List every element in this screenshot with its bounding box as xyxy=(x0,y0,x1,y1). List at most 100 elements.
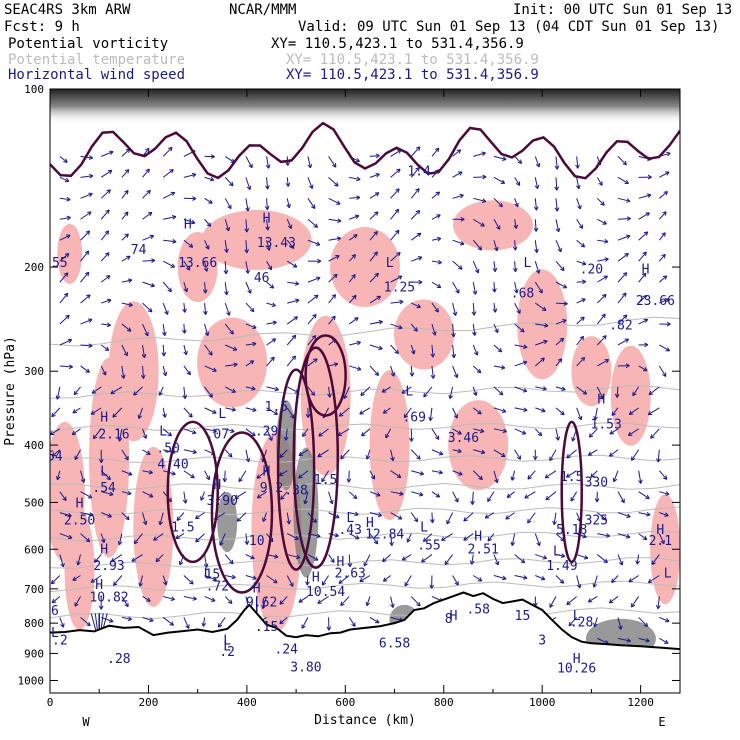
wind-head-42 xyxy=(76,561,81,566)
wind-head-484 xyxy=(494,328,499,334)
wind-head-677 xyxy=(651,560,656,566)
wind-vector-423 xyxy=(423,386,433,398)
wind-head-391 xyxy=(415,166,420,172)
wind-head-233 xyxy=(266,246,271,251)
wind-vector-52 xyxy=(100,275,111,283)
wind-head-395 xyxy=(417,256,423,261)
wind-head-1 xyxy=(64,177,70,183)
wind-vector-30 xyxy=(80,294,91,304)
wind-head-299 xyxy=(334,182,339,187)
wind-vector-609 xyxy=(597,637,609,644)
wind-vector-474 xyxy=(471,554,474,565)
wind-vector-555 xyxy=(544,470,557,479)
x-axis-label: Distance (km) xyxy=(314,713,416,728)
wind-vector-5 xyxy=(59,253,70,262)
contour-label-85: 6.58 xyxy=(379,637,410,652)
wind-head-358 xyxy=(365,455,371,460)
wind-vector-144 xyxy=(183,281,188,292)
contour-label-54: 10 xyxy=(249,534,265,549)
wind-vector-38 xyxy=(80,470,85,483)
wind-head-127 xyxy=(162,413,167,418)
wind-vector-116 xyxy=(162,169,174,178)
wind-head-545 xyxy=(560,266,565,272)
wind-vector-171 xyxy=(204,365,217,372)
wind-vector-182 xyxy=(204,596,216,602)
wind-vector-627 xyxy=(617,512,631,518)
contour-label-10: .68 xyxy=(511,286,534,301)
wind-vector-258 xyxy=(287,281,299,285)
wind-vector-33 xyxy=(80,365,90,373)
wind-head-141 xyxy=(190,219,196,225)
wind-head-353 xyxy=(378,345,383,351)
wind-head-487 xyxy=(498,390,504,396)
wind-vector-207 xyxy=(245,156,253,168)
wind-vector-165 xyxy=(204,240,210,250)
wind-head-12 xyxy=(51,412,56,418)
wind-vector-495 xyxy=(493,554,499,566)
contour-label-67: H xyxy=(312,570,320,585)
wind-vector-492 xyxy=(487,491,495,502)
wind-vector-64 xyxy=(100,533,105,543)
wind-vector-549 xyxy=(555,337,564,346)
wind-head-351 xyxy=(376,295,382,300)
wind-head-236 xyxy=(271,302,276,308)
wind-head-450 xyxy=(454,498,459,503)
wind-head-282 xyxy=(313,294,319,299)
wind-head-638 xyxy=(643,231,649,236)
wind-head-316 xyxy=(334,532,339,538)
wind-vector-42 xyxy=(77,554,81,566)
wind-head-669 xyxy=(648,390,654,396)
wind-head-51 xyxy=(105,252,110,257)
isentrope-1 xyxy=(50,384,680,399)
wind-head-44 xyxy=(74,602,79,607)
wind-head-45 xyxy=(86,621,91,627)
contour-label-87: .2 xyxy=(219,645,235,660)
contour-label-1: 74 xyxy=(131,243,147,258)
wind-head-496 xyxy=(502,575,507,581)
wind-head-630 xyxy=(611,578,616,584)
wind-vector-113 xyxy=(142,596,151,602)
wind-vector-631 xyxy=(609,596,619,604)
wind-vector-112 xyxy=(139,575,144,587)
wind-head-215 xyxy=(252,324,257,330)
wind-vector-353 xyxy=(369,344,383,350)
wind-vector-404 xyxy=(410,449,421,460)
wind-head-32 xyxy=(88,343,93,349)
wind-vector-126 xyxy=(158,386,164,396)
wind-head-533 xyxy=(527,475,532,480)
wind-head-461 xyxy=(472,290,478,295)
wind-head-359 xyxy=(370,475,376,480)
wind-head-84 xyxy=(128,471,133,476)
wind-head-361 xyxy=(377,512,383,518)
wind-vector-148 xyxy=(183,365,191,376)
wind-vector-668 xyxy=(658,365,667,377)
wind-head-369 xyxy=(395,188,400,193)
wind-vector-210 xyxy=(245,219,248,233)
wind-head-676 xyxy=(660,539,665,545)
wind-head-241 xyxy=(273,410,279,415)
wind-vector-133 xyxy=(153,533,164,541)
wind-head-83 xyxy=(124,455,129,461)
wind-vector-19 xyxy=(59,554,64,568)
y-tick-label-5: 600 xyxy=(24,543,44,556)
wind-head-86 xyxy=(125,515,130,521)
wind-head-673 xyxy=(662,475,668,480)
wind-vector-302 xyxy=(328,237,341,241)
wind-vector-483 xyxy=(493,303,496,313)
wind-vector-580 xyxy=(576,512,581,522)
wind-head-492 xyxy=(487,497,492,502)
wind-vector-66 xyxy=(90,575,102,583)
wind-head-161 xyxy=(210,154,215,159)
wind-vector-453 xyxy=(444,554,454,565)
wind-vector-655 xyxy=(630,596,640,608)
isentrope-4 xyxy=(50,482,680,491)
wind-head-470 xyxy=(478,475,483,481)
wind-head-225 xyxy=(244,540,250,545)
wind-vector-644 xyxy=(638,365,648,372)
wind-head-87 xyxy=(117,540,123,546)
wind-head-99 xyxy=(147,307,153,313)
wind-vector-291 xyxy=(304,491,309,505)
init-label: Init: 00 UTC Sun 01 Sep 13 xyxy=(513,2,732,18)
wind-head-532 xyxy=(532,455,538,460)
contour-label-62: 2.63 xyxy=(335,567,366,582)
